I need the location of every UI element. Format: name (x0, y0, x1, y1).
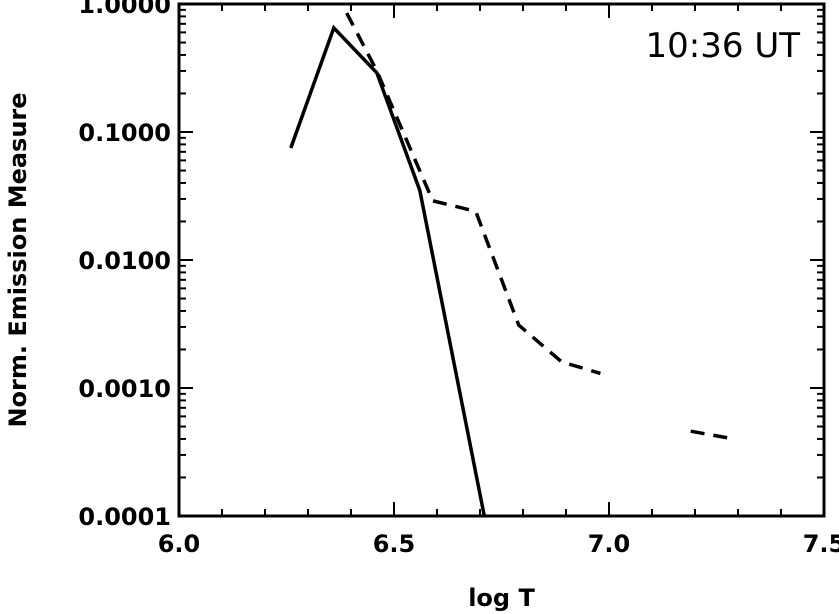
time-annotation: 10:36 UT (646, 26, 801, 66)
series-solid-0 (289, 24, 487, 517)
plot-marks (289, 12, 735, 517)
x-axis-title: log T (468, 584, 535, 612)
x-tick-label: 6.5 (373, 530, 416, 558)
series-dashed-2 (690, 429, 735, 441)
y-tick-label: 0.1000 (78, 119, 171, 147)
y-tick-label: 0.0100 (78, 247, 171, 275)
y-tick-label: 0.0001 (78, 503, 171, 531)
series-dashed-1 (345, 12, 601, 376)
x-tick-label: 7.0 (588, 530, 631, 558)
y-tick-label: 0.0010 (78, 375, 171, 403)
series-line (345, 12, 601, 376)
plot-frame (177, 2, 826, 518)
y-tick-label: 1.0000 (78, 0, 171, 19)
y-axis-title: Norm. Emission Measure (4, 92, 32, 427)
series-line (289, 24, 487, 517)
x-tick-label: 6.0 (158, 530, 201, 558)
axis-ticks (178, 3, 825, 517)
x-tick-label: 7.5 (803, 530, 839, 558)
axis-tick-labels: 6.0 6.5 7.0 7.5 0.0001 0.0010 0.0100 0.1000 1.00… (78, 0, 839, 558)
series-line (690, 429, 735, 441)
